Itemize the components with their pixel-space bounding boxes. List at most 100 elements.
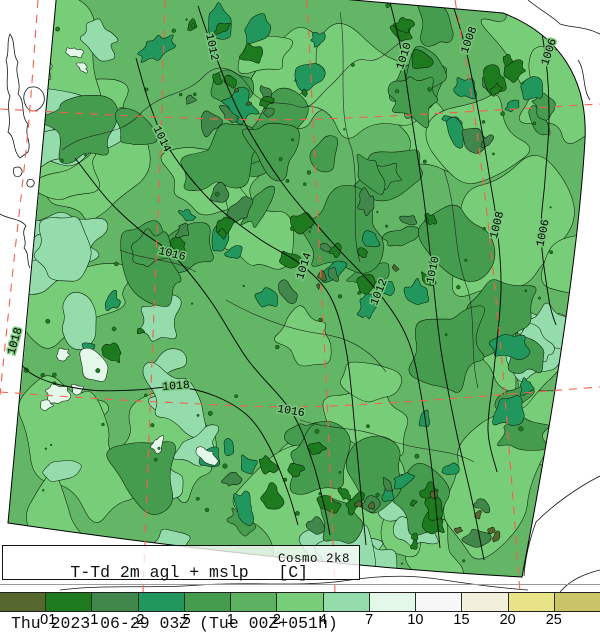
speckle [376,210,379,213]
contour-blob [175,222,190,238]
parallel-line [0,386,600,408]
speckle [492,152,495,156]
contour-blob [55,347,71,362]
speckle [84,153,87,157]
contour-fill-layer [40,47,219,466]
coastline [0,213,31,269]
speckle [95,368,101,374]
speckle [456,285,461,290]
colorbar-tick-label: 2 [272,612,281,628]
speckle [23,367,29,373]
colorbar-segment [91,593,138,611]
model-name: Cosmo 2k8 [277,552,350,566]
speckle [204,507,210,512]
colorbar-tick-label: 4 [319,612,328,628]
speckle [343,128,346,131]
contour-blob [40,399,54,411]
speckle [59,158,64,163]
border-line [225,299,387,373]
speckle [44,447,47,450]
contour-blob [520,377,535,397]
contour-blob [104,289,121,311]
isobars-group [8,1,557,561]
speckle [337,294,343,299]
speckle [42,489,45,492]
contour-blob [137,34,176,63]
colorbar-segment [230,593,277,611]
contour-blob [218,104,240,124]
speckle [157,446,161,450]
contour-fill-layer [101,17,526,550]
contour-blob [418,409,431,428]
isobar-line [535,1,557,326]
contour-blob [361,230,381,248]
colorbar-segment [368,593,416,611]
border-line [119,249,197,273]
contour-blob [200,110,223,138]
contour-blob [210,181,230,203]
contour-blob [274,305,332,367]
speckle [214,191,220,197]
colorbar-segment [322,593,369,611]
contour-blob [392,17,415,34]
valid-time-line: Thu 2023-06-29 03Z (Tue 00Z+051h) [11,614,338,633]
speckle [242,284,245,288]
speckle [111,326,117,332]
contour-blob [441,462,460,475]
contour-blob [382,225,420,247]
border-line [61,39,405,151]
contour-blob [142,361,207,439]
contour-blob [18,375,135,523]
contour-blob [178,209,197,222]
speckle [234,394,238,398]
speckle [308,230,311,233]
contour-blob [317,270,327,282]
contour-blob [114,107,158,146]
meridian-line [454,0,521,592]
coastline [559,569,600,592]
contour-blob [504,99,520,112]
speckle [427,87,432,92]
speckle [55,26,60,32]
map-area: 1006 1006 1008 1008 1010 1010 1012 1012 1014 1014… [0,0,600,592]
contour-blob [356,273,376,295]
contour-blob [305,516,325,535]
contour-blob [454,526,464,534]
contour-blob [356,153,386,195]
isobar-label: 1018 [162,379,191,394]
contour-blob [260,482,285,510]
contour-blob [79,347,109,382]
contour-blob [316,283,320,290]
variable-title: T-Td 2m agl + mslp [C] [70,563,309,582]
coastline [13,166,23,178]
contour-blob [254,287,278,308]
contour-blob [301,88,308,98]
colorbar-tick-label: .5 [178,612,191,628]
contour-blob [244,13,272,44]
colorbar-segment [461,593,508,611]
border-line [339,11,361,263]
contour-blob [410,539,418,550]
colorbar-tick-label: 25 [545,612,562,628]
colorbar-segment [553,593,600,611]
speckle [294,79,297,82]
speckle [153,457,158,462]
contour-blob [212,22,231,35]
contour-blob [233,490,254,526]
speckle [295,511,300,516]
contour-blob [279,250,303,269]
contour-blob [487,526,496,535]
contour-blob [278,279,298,304]
latlon-grid [0,0,600,592]
contour-blob [497,417,550,451]
contour-blob [474,509,482,520]
contour-blob [150,435,164,454]
contour-blob [420,271,437,286]
speckle [278,157,283,162]
contour-blob [185,94,197,105]
colorbar-segment [276,593,323,611]
title-box: T-Td 2m agl + mslp [C] Cosmo 2k8 Thu 202… [2,545,360,632]
contour-blob [531,92,556,121]
speckle [40,372,45,378]
